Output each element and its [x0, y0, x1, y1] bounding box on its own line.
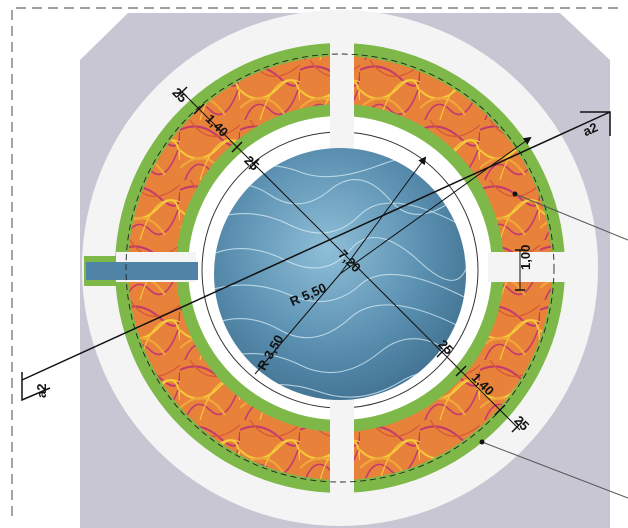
- radius-guide: [125, 53, 555, 483]
- section-marker-right: [580, 111, 611, 136]
- section-label-right: a2: [581, 120, 600, 140]
- leader-bed: [514, 193, 628, 241]
- section-label-left: a2: [34, 384, 49, 398]
- radius-leader: [254, 273, 341, 375]
- path-north: [330, 40, 354, 156]
- dimension-diagonal: [181, 91, 521, 431]
- dimension-ticks: [176, 86, 525, 433]
- path-east: [488, 252, 568, 282]
- channel-west: [86, 262, 198, 280]
- section-line: [21, 111, 611, 381]
- leader-dot-hedge: [479, 439, 485, 445]
- dim-path-width: 1,00: [518, 245, 533, 270]
- leader-dot-bed: [512, 191, 518, 197]
- leader-hedge: [481, 441, 628, 499]
- section-marker-left: [21, 372, 51, 402]
- outer-radius-line: [339, 136, 532, 275]
- inner-radius-line: [339, 156, 427, 275]
- drawing-frame: [11, 7, 624, 516]
- path-south: [330, 390, 354, 500]
